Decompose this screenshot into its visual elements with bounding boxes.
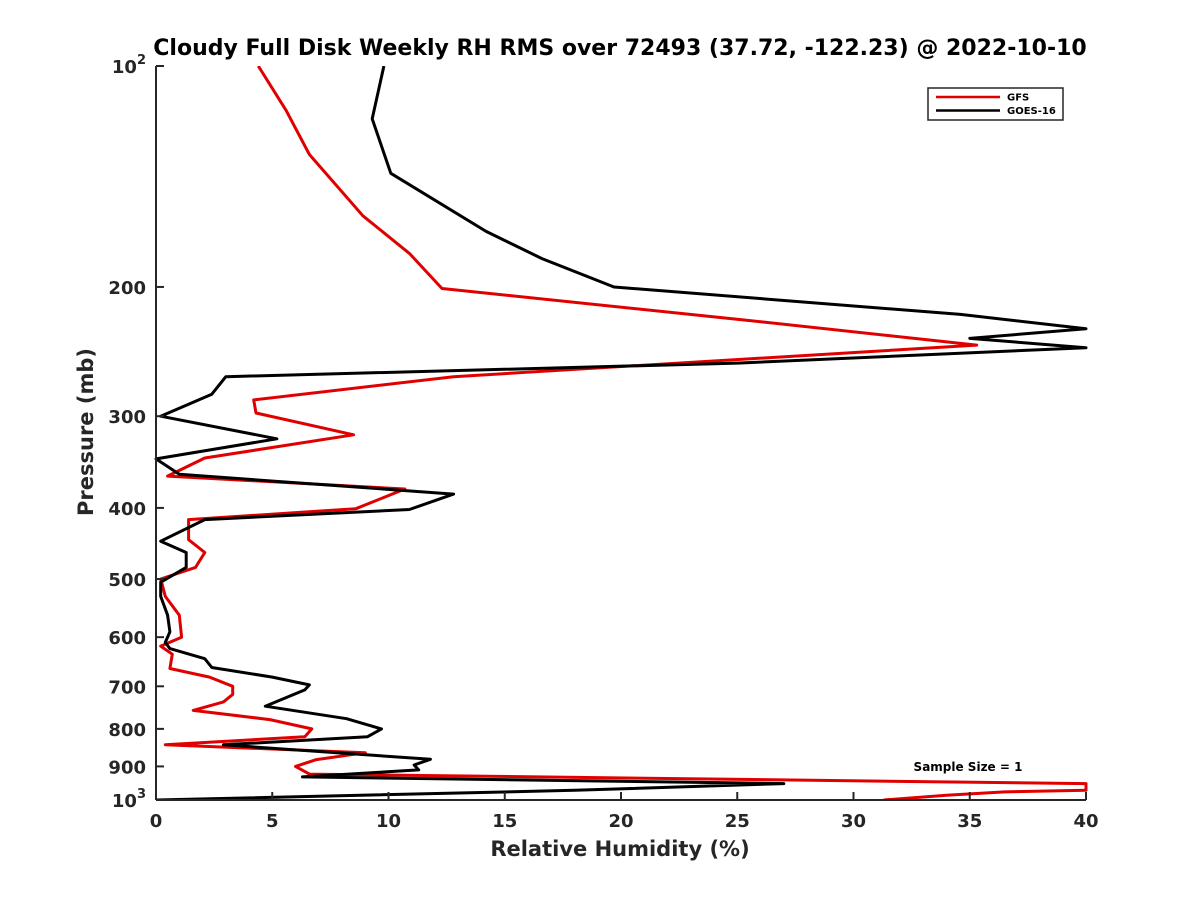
x-tick-label: 25 — [725, 811, 750, 832]
legend-label-gfs: GFS — [1007, 93, 1029, 104]
legend-label-goes-16: GOES-16 — [1007, 106, 1056, 117]
sample-size-annotation: Sample Size = 1 — [914, 760, 1023, 774]
series-line-goes-16 — [154, 66, 1088, 800]
x-axis-title: Relative Humidity (%) — [490, 837, 749, 861]
y-tick-label: 600 — [108, 628, 146, 649]
legend: GFS GOES-16 — [927, 87, 1064, 121]
y-tick-label: 700 — [108, 677, 146, 698]
y-tick-label: 103 — [112, 787, 146, 812]
y-tick-label: 900 — [108, 757, 146, 778]
x-tick-label: 5 — [266, 811, 279, 832]
y-tick-label: 400 — [108, 499, 146, 520]
y-axis-title: Pressure (mb) — [74, 348, 98, 516]
series-line-gfs — [159, 66, 1088, 800]
x-tick-label: 15 — [492, 811, 517, 832]
x-tick-label: 20 — [608, 811, 633, 832]
x-tick-label: 10 — [376, 811, 401, 832]
y-tick-label: 102 — [112, 53, 146, 78]
y-tick-label: 500 — [108, 570, 146, 591]
legend-box — [927, 87, 1064, 121]
series-layer — [154, 66, 1088, 800]
y-tick-label: 300 — [108, 407, 146, 428]
x-tick-label: 0 — [150, 811, 163, 832]
x-tick-label: 35 — [957, 811, 982, 832]
chart-title: Cloudy Full Disk Weekly RH RMS over 7249… — [153, 36, 1086, 61]
y-tick-label: 200 — [108, 278, 146, 299]
y-tick-label: 800 — [108, 720, 146, 741]
x-tick-label: 30 — [841, 811, 866, 832]
x-tick-label: 40 — [1073, 811, 1098, 832]
axes-layer — [155, 66, 1086, 801]
ticks-layer: 0 5 10 15 20 25 30 35 40 102 200 300 400 500 600 700 800… — [108, 53, 1098, 832]
